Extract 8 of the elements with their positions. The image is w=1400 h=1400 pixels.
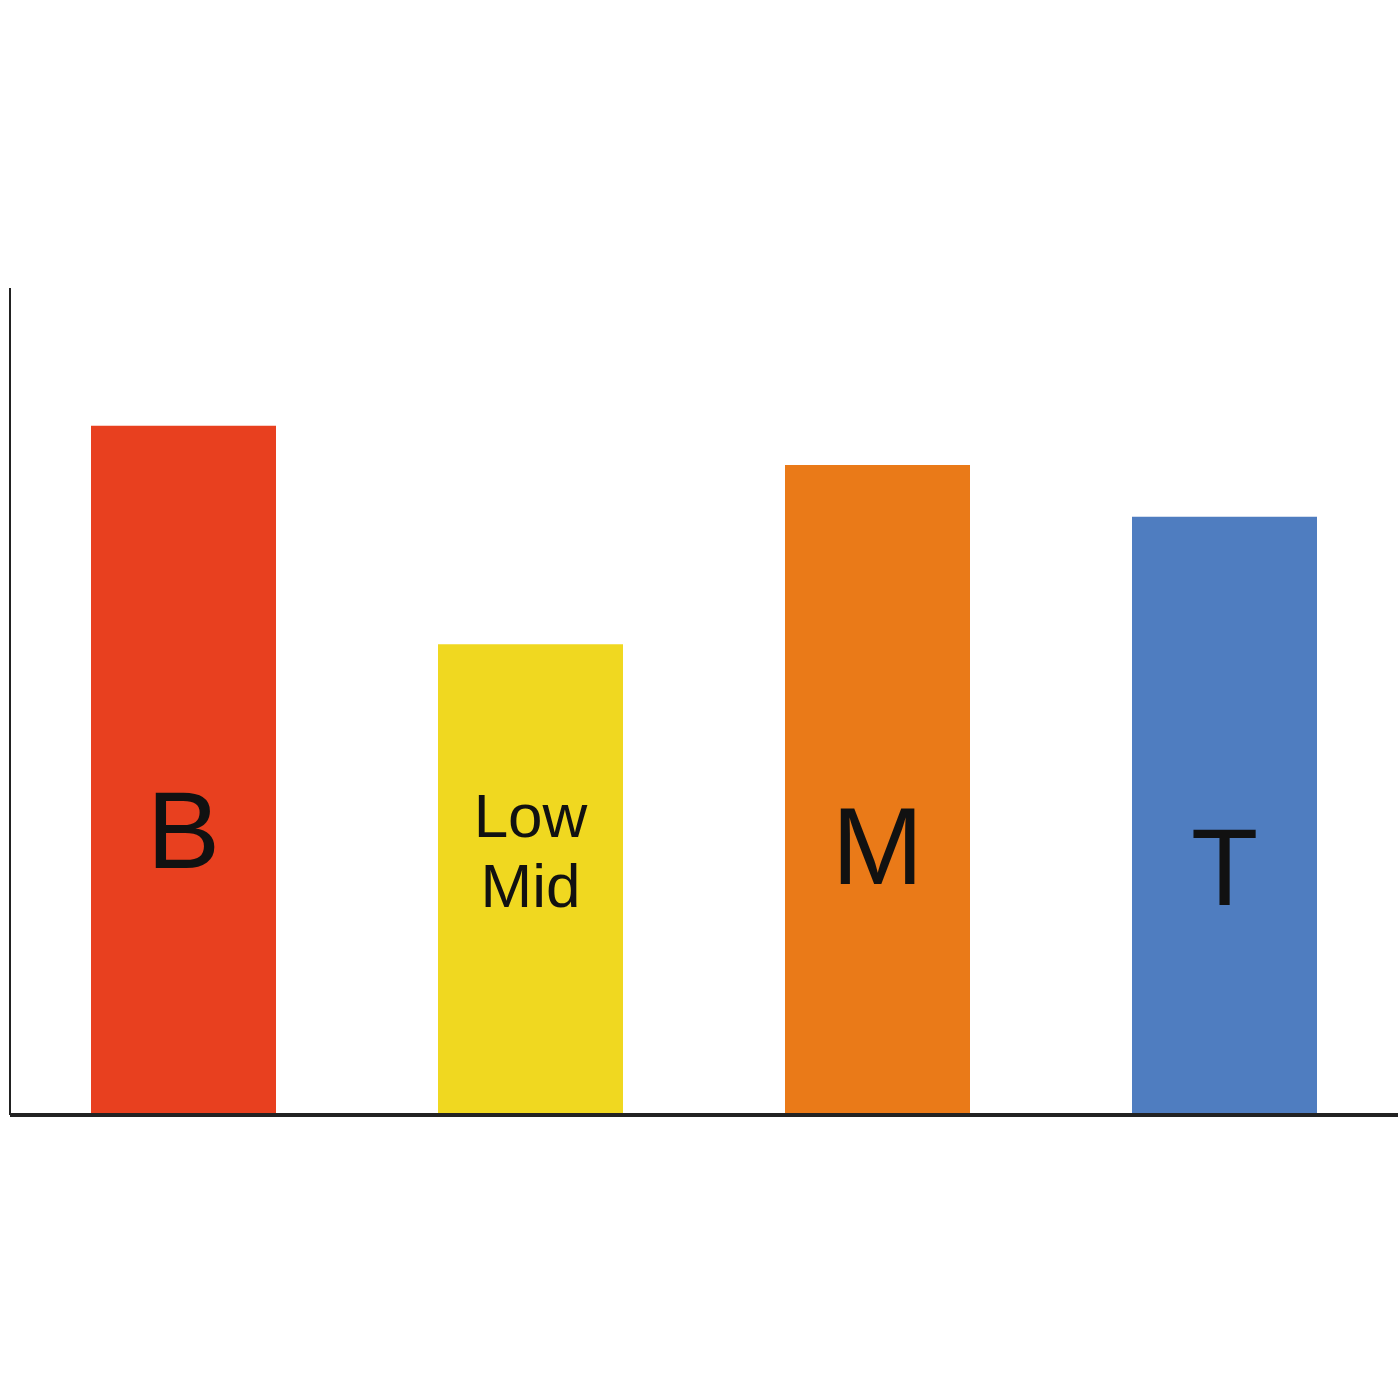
bar bbox=[785, 465, 970, 1115]
x-tick-label: B bbox=[146, 768, 221, 892]
bar bbox=[91, 425, 276, 1115]
x-tick-label: T bbox=[1190, 804, 1259, 928]
x-tick-label: Low Mid bbox=[473, 781, 588, 921]
bar bbox=[1132, 516, 1317, 1115]
x-tick-label: M bbox=[831, 784, 924, 908]
bar bbox=[438, 644, 623, 1115]
